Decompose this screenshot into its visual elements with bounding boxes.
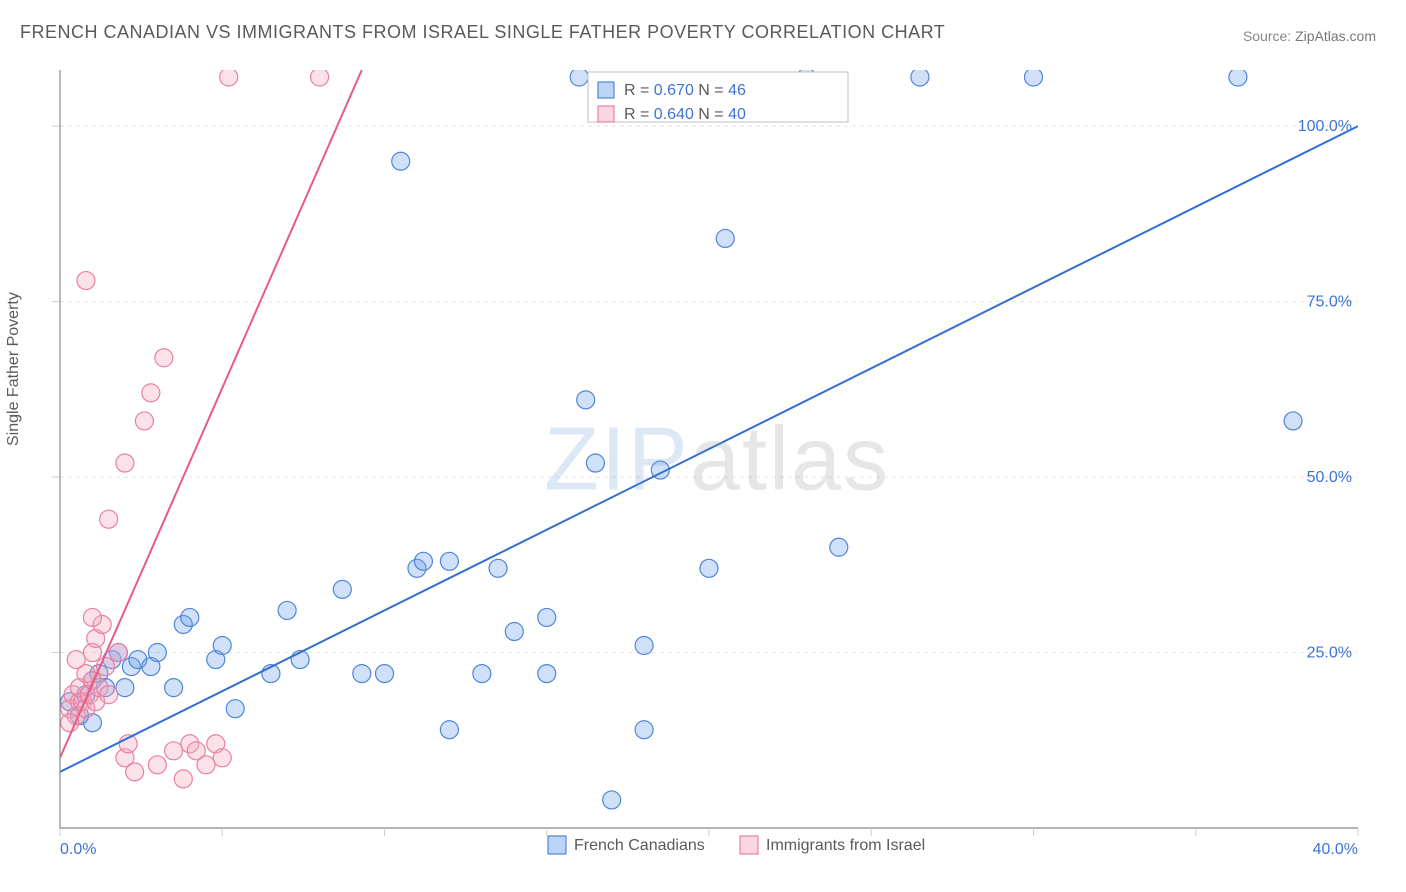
chart-title: FRENCH CANADIAN VS IMMIGRANTS FROM ISRAE… [20,22,945,43]
y-axis-label: Single Father Poverty [5,292,23,446]
source-attribution: Source: ZipAtlas.com [1243,28,1376,44]
chart-container: 0.0% 40.0% 25.0% 50.0% 75.0% 100.0% R = 0.670 … [48,58,1386,872]
svg-text:French Canadians: French Canadians [574,837,705,854]
svg-text:R = 0.640 N = 40: R = 0.640 N = 40 [624,106,746,123]
svg-text:100.0%: 100.0% [1298,118,1352,135]
source-site: ZipAtlas.com [1295,28,1376,44]
svg-text:0.0%: 0.0% [60,841,96,858]
source-prefix: Source: [1243,28,1295,44]
svg-text:40.0%: 40.0% [1313,841,1358,858]
svg-text:R = 0.670 N = 46: R = 0.670 N = 46 [624,82,746,99]
svg-text:25.0%: 25.0% [1307,645,1352,662]
svg-text:50.0%: 50.0% [1307,469,1352,486]
svg-text:75.0%: 75.0% [1307,294,1352,311]
svg-text:Immigrants from Israel: Immigrants from Israel [766,837,925,854]
scatter-chart: 0.0% 40.0% 25.0% 50.0% 75.0% 100.0% R = 0.670 … [48,58,1386,872]
